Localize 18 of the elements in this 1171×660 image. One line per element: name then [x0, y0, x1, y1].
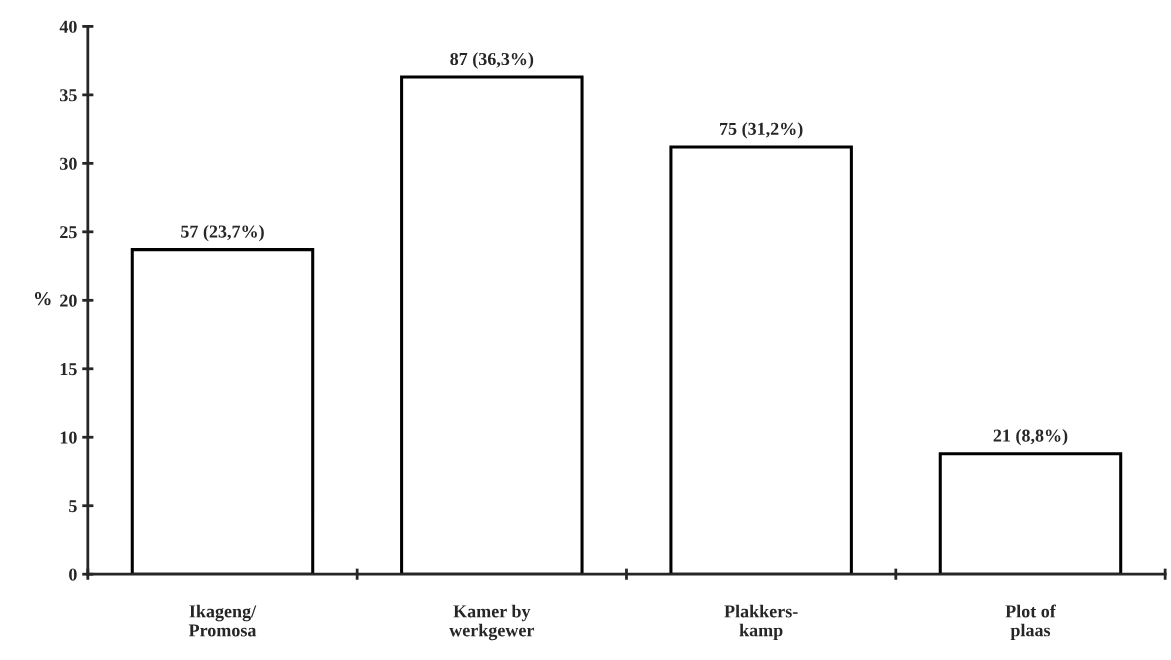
- y-axis-title: %: [34, 292, 51, 306]
- y-tick-label: 0: [69, 568, 77, 581]
- y-tick-label: 15: [60, 363, 77, 376]
- data-label: 87 (36,3%): [450, 52, 534, 69]
- x-tick-label: Plakkers- kamp: [724, 604, 798, 641]
- y-tick-label: 35: [60, 89, 77, 102]
- y-tick-label: 10: [60, 431, 77, 444]
- x-tick-label: Ikageng/ Promosa: [188, 604, 257, 637]
- data-label: 75 (31,2%): [720, 122, 803, 139]
- y-tick-label: 30: [60, 157, 77, 170]
- y-tick-label: 20: [60, 294, 77, 307]
- y-tick-label: 40: [59, 20, 77, 33]
- y-tick-label: 25: [60, 226, 77, 239]
- x-tick-label: Plot of plaas: [1005, 604, 1056, 641]
- data-label: 57 (23,7%): [181, 224, 264, 242]
- y-tick-label: 5: [69, 500, 77, 513]
- x-tick-label: Kamer by werkgewer: [449, 604, 535, 641]
- data-label: 21 (8,8%): [993, 428, 1068, 446]
